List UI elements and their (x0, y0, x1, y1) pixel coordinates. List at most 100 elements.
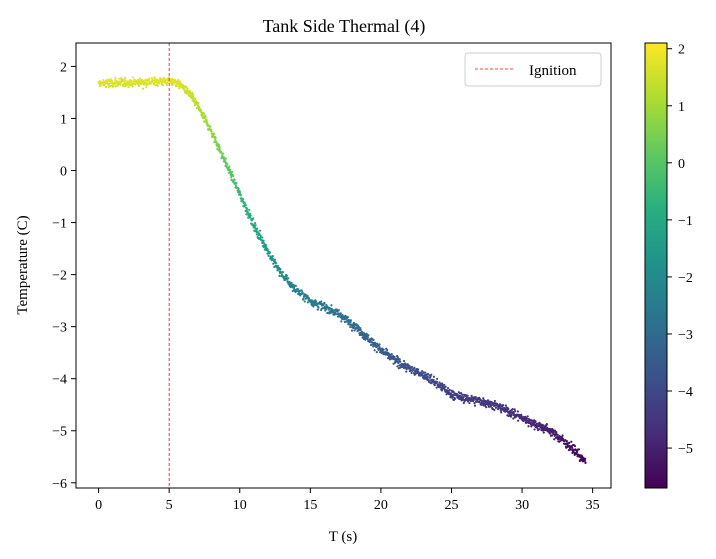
scatter-point (353, 325, 356, 328)
scatter-point (542, 424, 545, 427)
scatter-point (512, 417, 515, 420)
scatter-point (468, 401, 471, 405)
y-tick-label: −4 (52, 373, 67, 388)
scatter-point (403, 366, 406, 369)
scatter-point (398, 364, 401, 367)
scatter-point (228, 165, 231, 168)
scatter-point (531, 423, 534, 427)
scatter-point (235, 182, 238, 185)
scatter-point (372, 338, 375, 341)
scatter-point (107, 85, 110, 89)
scatter-point (570, 440, 573, 443)
scatter-point (127, 85, 130, 89)
scatter-point (504, 404, 507, 407)
scatter-point (393, 355, 396, 359)
scatter-point (525, 417, 529, 420)
scatter-point (303, 300, 306, 303)
scatter-point (226, 162, 229, 165)
scatter-point (386, 348, 389, 352)
scatter-point (473, 401, 476, 405)
scatter-point (256, 230, 259, 233)
scatter-point (314, 300, 318, 303)
scatter-point (426, 372, 430, 376)
scatter-point (248, 208, 251, 211)
scatter-point (112, 84, 115, 88)
scatter-point (154, 84, 157, 87)
scatter-point (514, 410, 517, 413)
scatter-point (538, 421, 541, 424)
scatter-point (214, 136, 217, 139)
scatter-point (485, 406, 488, 409)
scatter-point (158, 82, 161, 85)
scatter-point (196, 101, 200, 105)
scatter-point (323, 301, 326, 305)
scatter-point (138, 77, 142, 80)
scatter-point (392, 362, 395, 365)
scatter-point (216, 147, 219, 151)
scatter-point (206, 121, 209, 124)
scatter-point (109, 84, 112, 87)
scatter-point (264, 243, 267, 247)
scatter-point (536, 426, 539, 430)
scatter-point (530, 425, 533, 428)
scatter-point (278, 274, 281, 277)
scatter-point (192, 96, 195, 99)
scatter-point (553, 429, 557, 432)
scatter-point (143, 82, 147, 85)
scatter-point (102, 78, 105, 82)
scatter-point (378, 346, 381, 349)
x-tick-label: 10 (233, 498, 247, 513)
scatter-point (374, 342, 377, 346)
colorbar-tick-label: −1 (678, 214, 693, 229)
scatter-point (410, 371, 413, 375)
scatter-point (237, 187, 240, 190)
scatter-point (254, 221, 257, 225)
scatter-point (410, 365, 414, 369)
scatter-point (527, 425, 530, 428)
chart-title: Tank Side Thermal (4) (263, 16, 426, 37)
scatter-point (132, 76, 135, 79)
scatter-point (550, 434, 554, 437)
scatter-point (320, 300, 323, 303)
scatter-point (254, 224, 257, 227)
colorbar (644, 42, 668, 489)
scatter-point (350, 329, 354, 332)
scatter-point (408, 365, 411, 368)
scatter-point (359, 327, 362, 330)
x-tick-label: 20 (374, 498, 388, 513)
scatter-point (533, 428, 536, 431)
scatter-point (451, 395, 454, 398)
scatter-point (301, 292, 304, 295)
scatter-point (98, 80, 102, 83)
x-tick-label: 35 (586, 498, 600, 513)
scatter-point (242, 198, 245, 201)
colorbar-tick-label: 2 (678, 43, 685, 58)
scatter-point (261, 236, 264, 239)
scatter-point (110, 79, 113, 82)
scatter-point (461, 393, 464, 396)
legend-label-ignition: Ignition (529, 63, 577, 79)
scatter-point (517, 419, 520, 422)
scatter-point (233, 179, 236, 182)
scatter-point (255, 227, 259, 230)
scatter-point (241, 200, 245, 203)
scatter-point (373, 349, 376, 352)
scatter-point (295, 289, 299, 293)
x-tick-label: 5 (166, 498, 173, 513)
scatter-point (396, 356, 399, 359)
legend: Ignition (464, 52, 602, 87)
scatter-point (398, 358, 401, 361)
scatter-point (191, 93, 194, 96)
scatter-point (570, 446, 574, 449)
scatter-point (246, 207, 249, 210)
scatter-point (198, 105, 201, 108)
scatter-point (137, 79, 140, 82)
scatter-point (440, 382, 444, 385)
scatter-point (232, 174, 235, 178)
scatter-point (502, 404, 505, 407)
scatter-point (545, 423, 549, 426)
scatter-point (452, 391, 455, 394)
scatter-point (104, 85, 108, 89)
scatter-point (366, 336, 370, 339)
scatter-point (493, 408, 496, 412)
